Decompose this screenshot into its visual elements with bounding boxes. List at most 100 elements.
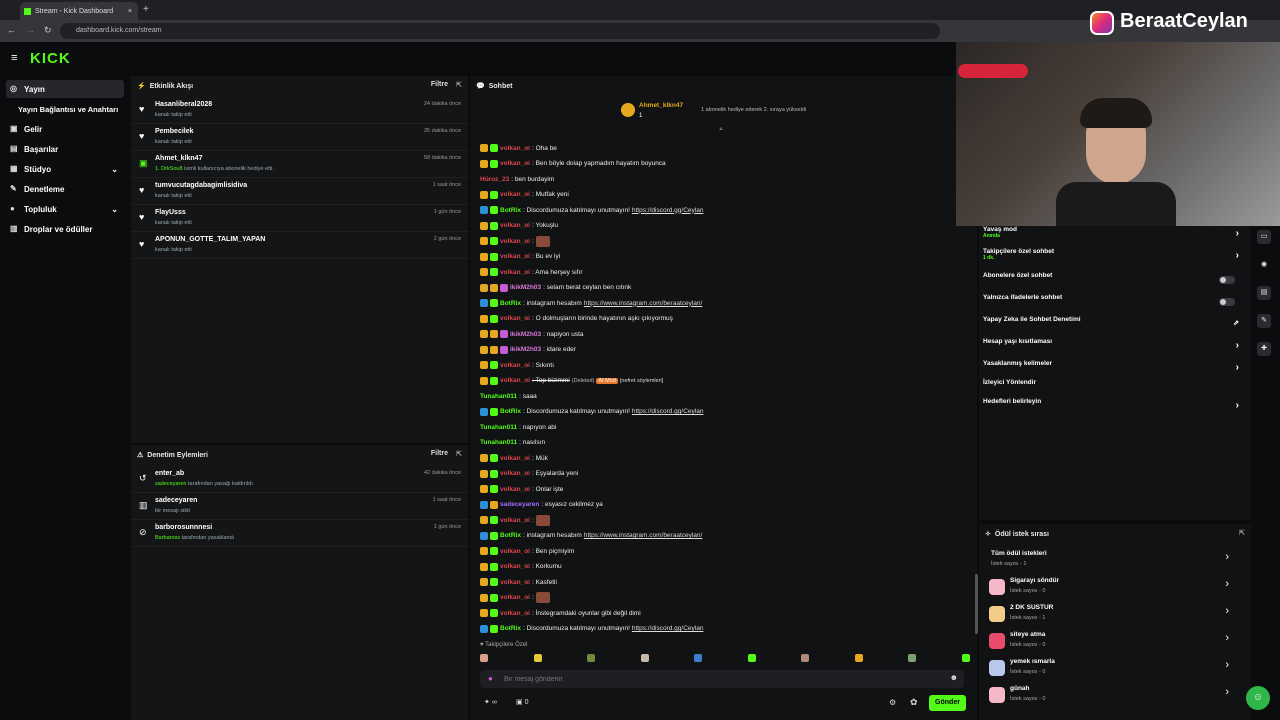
emote-icon[interactable] bbox=[908, 654, 917, 662]
popout-icon[interactable]: ⇱ bbox=[456, 82, 462, 89]
sidebar-item-topluluk[interactable]: ● Topluluk ⌄ bbox=[6, 200, 124, 218]
toggle-switch[interactable] bbox=[1219, 298, 1235, 306]
chat-message[interactable]: Hüroz_23: ben burdayim bbox=[480, 173, 554, 185]
chat-message[interactable]: sadeceyaren: esyasız cekilmez ya bbox=[480, 499, 603, 511]
chat-message[interactable]: volkan_oi: Oha be bbox=[480, 142, 557, 154]
chat-message[interactable]: volkan_oi: bbox=[480, 514, 550, 526]
chat-link[interactable]: https://www.instagram.com/beraatceylan/ bbox=[583, 532, 703, 539]
chat-message[interactable]: volkan_oi: Bu ev iyi bbox=[480, 251, 560, 263]
chat-setting-row[interactable]: Takipçilere özel sohbet 1 dk. › bbox=[983, 248, 1243, 266]
chat-message[interactable]: ikikM2h03: idare eder bbox=[480, 344, 576, 356]
back-icon[interactable]: ← bbox=[7, 25, 16, 35]
browser-tab[interactable]: Stream - Kick Dashboard × bbox=[20, 2, 138, 20]
layout-icon[interactable]: ▤ bbox=[1257, 286, 1271, 300]
chat-message[interactable]: BotRix: Discordumuza katılmayı unutmayın… bbox=[480, 406, 703, 418]
chat-username[interactable]: volkan_oi bbox=[500, 268, 530, 276]
chat-username[interactable]: volkan_oi bbox=[500, 253, 530, 260]
chat-link[interactable]: https://www.instagram.com/beraatceylan/ bbox=[583, 299, 703, 307]
mic-icon[interactable]: ● bbox=[488, 674, 493, 683]
emote-icon[interactable] bbox=[801, 654, 810, 662]
sidebar-item-stream-key[interactable]: Yayın Bağlantısı ve Anahtarı bbox=[14, 100, 132, 118]
activity-item[interactable]: ♥ FlayUsss kanalı takip etti 1 gün önce bbox=[131, 206, 469, 232]
chat-setting-row[interactable]: Hedefleri belirleyin › bbox=[983, 398, 1243, 416]
chat-message[interactable]: volkan_oi: Sıkıntı bbox=[480, 359, 554, 371]
reward-item[interactable]: günah İstek sayısı - 0 › bbox=[985, 683, 1235, 707]
chat-username[interactable]: volkan_oi bbox=[500, 485, 530, 493]
chat-link[interactable]: https://discord.gg/Ceylan bbox=[631, 206, 704, 214]
chat-username[interactable]: volkan_oi bbox=[500, 470, 530, 477]
chat-username[interactable]: volkan_oi bbox=[500, 609, 530, 617]
chat-message[interactable]: volkan_oi: Korkumu bbox=[480, 561, 562, 573]
chat-message[interactable]: volkan_oi: Ama herşey sıfır bbox=[480, 266, 583, 278]
chat-username[interactable]: volkan_oi bbox=[500, 361, 530, 369]
emote-icon[interactable] bbox=[854, 654, 863, 662]
toggle-switch[interactable] bbox=[1219, 276, 1235, 284]
sidebar-item-studyo[interactable]: ▦ Stüdyo ⌄ bbox=[6, 160, 124, 178]
reload-icon[interactable]: ↻ bbox=[44, 25, 52, 35]
chat-link[interactable]: https://discord.gg/Ceylan bbox=[631, 625, 704, 632]
chat-bubble-icon[interactable]: ▭ bbox=[1257, 230, 1271, 244]
chat-username[interactable]: volkan_oi bbox=[500, 222, 530, 229]
chat-setting-row[interactable]: Yavaş mod Anında › bbox=[983, 226, 1243, 244]
chat-setting-row[interactable]: Yasaklanmış kelimeler › bbox=[983, 360, 1243, 378]
chat-message[interactable]: ikikM2h03: selam berat ceylan ben cıtınk bbox=[480, 282, 631, 294]
moderation-filter-button[interactable]: Filtre bbox=[430, 450, 448, 457]
close-tab-icon[interactable]: × bbox=[127, 7, 132, 15]
chat-message[interactable]: volkan_oi: Yokuşlu bbox=[480, 220, 558, 232]
chat-username[interactable]: volkan_oi bbox=[500, 144, 530, 152]
emote-icon[interactable] bbox=[694, 654, 703, 662]
chat-username[interactable]: volkan_oi bbox=[500, 563, 530, 570]
chat-message[interactable]: volkan_oi: Top bizimmi (Deleted) AI Mod [ne… bbox=[480, 375, 663, 387]
chat-message[interactable]: volkan_oi: Onlar işte bbox=[480, 483, 563, 495]
chat-message-input[interactable] bbox=[504, 672, 924, 686]
chat-username[interactable]: BotRix bbox=[500, 532, 521, 539]
chat-message[interactable]: volkan_oi: bbox=[480, 235, 550, 247]
emote-icon[interactable] bbox=[480, 654, 488, 662]
chat-username[interactable]: Hüroz_23 bbox=[480, 175, 510, 183]
rewards-scrollbar[interactable] bbox=[975, 574, 978, 634]
chat-message[interactable]: BotRix: Discordumuza katılmayı unutmayın… bbox=[480, 623, 703, 635]
chat-username[interactable]: ikikM2h03 bbox=[510, 330, 542, 338]
popout-icon[interactable]: ⇱ bbox=[456, 451, 462, 458]
send-button[interactable]: Gönder bbox=[929, 695, 966, 711]
pin-collapse-icon[interactable]: ⩡ bbox=[719, 126, 723, 133]
chat-message[interactable]: BotRix: Discordumuza katılmayı unutmayın… bbox=[480, 204, 703, 216]
chat-message[interactable]: volkan_oi: Eşyalarda yeni bbox=[480, 468, 578, 480]
chat-username[interactable]: BotRix bbox=[500, 625, 521, 632]
points-indicator[interactable]: ✦ ∞ bbox=[484, 699, 497, 706]
reward-item[interactable]: Sigarayı söndür İstek sayısı - 0 › bbox=[985, 575, 1235, 599]
chat-setting-row[interactable]: Hesap yaşı kısıtlaması › bbox=[983, 338, 1243, 356]
chat-username[interactable]: BotRix bbox=[500, 408, 521, 415]
gift-indicator[interactable]: ▣ 0 bbox=[516, 699, 529, 706]
help-chat-icon[interactable]: ☺ bbox=[1246, 686, 1270, 710]
chat-username[interactable]: volkan_oi bbox=[500, 578, 530, 586]
moderation-item[interactable]: ↺ enter_ab sadeceyaren tarafından yasağı k… bbox=[131, 467, 469, 493]
emote-icon[interactable] bbox=[587, 654, 596, 662]
chat-username[interactable]: Tunahan011 bbox=[480, 423, 518, 431]
puzzle-icon[interactable]: ✚ bbox=[1257, 342, 1271, 356]
kick-logo[interactable]: KICK bbox=[30, 50, 71, 67]
forward-icon[interactable]: → bbox=[26, 25, 35, 35]
sidebar-item-gelir[interactable]: ▣ Gelir bbox=[6, 120, 124, 138]
moderation-item[interactable]: ▥ sadeceyaren bir mesajı sildi 1 saat önce bbox=[131, 494, 469, 520]
chat-username[interactable]: Tunahan011 bbox=[480, 392, 518, 400]
chat-username[interactable]: volkan_oi bbox=[500, 547, 530, 555]
chat-message[interactable]: volkan_oi: O dolmuşların birinde hayatın… bbox=[480, 313, 673, 325]
chat-input-box[interactable]: ● ☻ bbox=[480, 670, 964, 688]
chat-message[interactable]: volkan_oi: bbox=[480, 592, 550, 604]
sidebar-item-droplar[interactable]: ▥ Droplar ve ödüller bbox=[6, 220, 124, 238]
reward-item[interactable]: 2 DK SUSTUR İstek sayısı - 1 › bbox=[985, 602, 1235, 626]
emote-icon[interactable] bbox=[747, 654, 756, 662]
chat-username[interactable]: volkan_oi bbox=[500, 594, 530, 601]
broadcast-icon[interactable]: ◉ bbox=[1260, 261, 1268, 268]
menu-icon[interactable]: ≡ bbox=[11, 52, 18, 64]
chat-username[interactable]: volkan_oi bbox=[500, 191, 530, 198]
sidebar-item-basarilar[interactable]: ▤ Başarılar bbox=[6, 140, 124, 158]
chat-message[interactable]: Tunahan011: napıyon abi bbox=[480, 421, 556, 433]
wrench-icon[interactable]: ✎ bbox=[1257, 314, 1271, 328]
reward-item[interactable]: yemek ısmarla İstek sayısı - 0 › bbox=[985, 656, 1235, 680]
chat-message[interactable]: volkan_oi: Ben piçmiyim bbox=[480, 545, 574, 557]
chat-username[interactable]: volkan_oi bbox=[500, 516, 530, 524]
chat-username[interactable]: Tunahan011 bbox=[480, 439, 518, 446]
chat-message[interactable]: volkan_oi: İnstegramdaki oyunlar gibi de… bbox=[480, 607, 641, 619]
